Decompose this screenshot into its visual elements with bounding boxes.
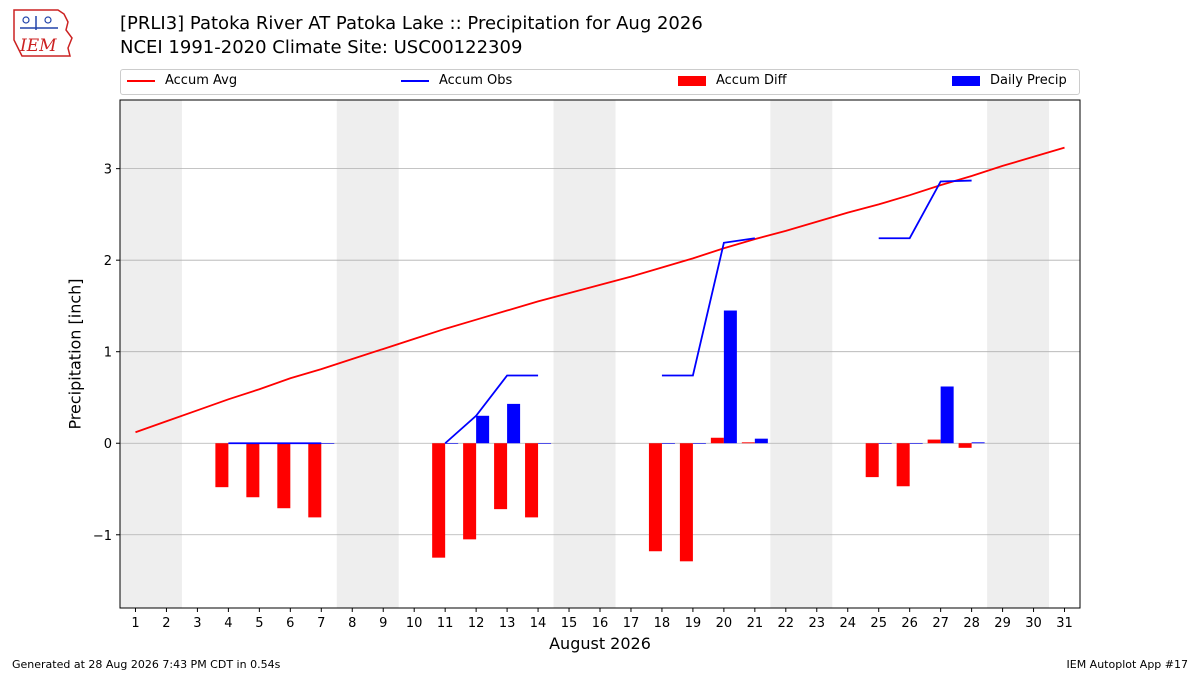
weekend-shade xyxy=(987,100,1050,608)
x-axis-label: August 2026 xyxy=(549,634,651,653)
x-tick-label: 12 xyxy=(468,616,485,631)
x-tick-label: 24 xyxy=(839,616,856,631)
plot-frame xyxy=(119,99,1081,609)
accum-diff-bar xyxy=(679,443,693,562)
x-tick-label: 3 xyxy=(193,616,201,631)
accum-obs-line xyxy=(444,374,539,444)
x-tick-label: 10 xyxy=(406,616,423,631)
x-tick-label: 13 xyxy=(499,616,516,631)
daily-precip-bar xyxy=(507,403,521,444)
legend-label-daily-precip: Daily Precip xyxy=(990,73,1067,88)
legend-swatch-daily-precip xyxy=(952,75,980,86)
chart-legend: Accum Avg Accum Obs Accum Diff Daily Pre… xyxy=(120,69,1080,95)
x-tick-label: 15 xyxy=(561,616,578,631)
accum-diff-bar xyxy=(463,443,477,540)
x-tick-label: 28 xyxy=(963,616,980,631)
x-tick-label: 30 xyxy=(1025,616,1042,631)
legend-item-accum-diff: Accum Diff xyxy=(678,73,787,88)
iem-logo: IEM xyxy=(13,9,73,57)
x-tick-label: 4 xyxy=(224,616,232,631)
y-tick-label: 1 xyxy=(104,346,112,361)
x-tick-label: 27 xyxy=(932,616,949,631)
legend-swatch-accum-obs xyxy=(401,79,429,82)
accum-avg-line xyxy=(135,146,1065,434)
daily-precip-bar xyxy=(476,415,490,444)
x-tick-label: 16 xyxy=(592,616,609,631)
accum-diff-bar xyxy=(710,437,724,444)
daily-precip-bar xyxy=(909,443,923,444)
accum-diff-bar xyxy=(958,443,972,448)
x-tick-label: 23 xyxy=(809,616,826,631)
y-tick-label: 3 xyxy=(104,163,112,178)
y-tick-label: 2 xyxy=(104,254,112,269)
legend-item-accum-avg: Accum Avg xyxy=(127,73,237,88)
x-tick-label: 7 xyxy=(317,616,325,631)
legend-label-accum-diff: Accum Diff xyxy=(716,73,787,88)
x-tick-label: 6 xyxy=(286,616,294,631)
daily-precip-bar xyxy=(445,443,459,444)
footer-generated-text: Generated at 28 Aug 2026 7:43 PM CDT in … xyxy=(12,658,281,671)
x-tick-label: 20 xyxy=(716,616,733,631)
accum-diff-bar xyxy=(494,443,508,510)
y-axis-label: Precipitation [inch] xyxy=(65,278,85,430)
legend-item-daily-precip: Daily Precip xyxy=(952,73,1067,88)
daily-precip-bar xyxy=(692,443,706,444)
x-tick-label: 19 xyxy=(685,616,702,631)
daily-precip-bar xyxy=(940,386,954,444)
y-tick-label: 0 xyxy=(104,437,112,452)
chart-title: [PRLI3] Patoka River AT Patoka Lake :: P… xyxy=(120,13,703,34)
x-tick-label: 17 xyxy=(623,616,640,631)
x-tick-label: 14 xyxy=(530,616,547,631)
accum-obs-line xyxy=(661,237,755,377)
accum-diff-bar xyxy=(246,443,260,498)
accum-diff-bar xyxy=(927,439,941,444)
daily-precip-bar xyxy=(878,443,892,444)
accum-diff-bar xyxy=(432,443,446,558)
chart-subtitle: NCEI 1991-2020 Climate Site: USC00122309 xyxy=(120,37,523,58)
daily-precip-bar xyxy=(321,443,335,444)
daily-precip-bar xyxy=(971,442,985,444)
x-tick-label: 25 xyxy=(870,616,887,631)
x-tick-label: 1 xyxy=(131,616,139,631)
accum-diff-bar xyxy=(648,443,662,552)
x-tick-label: 8 xyxy=(348,616,356,631)
legend-swatch-accum-avg xyxy=(127,79,155,82)
weekend-shade xyxy=(120,100,182,608)
accum-diff-bar xyxy=(896,443,910,487)
weekend-shade xyxy=(770,100,833,608)
x-tick-label: 9 xyxy=(379,616,387,631)
accum-diff-bar xyxy=(525,443,539,518)
legend-label-accum-avg: Accum Avg xyxy=(165,73,238,88)
accum-diff-bar xyxy=(308,443,322,518)
daily-precip-bar xyxy=(754,438,768,444)
daily-precip-bar xyxy=(723,310,737,444)
weekend-shade xyxy=(553,100,616,608)
x-tick-label: 18 xyxy=(654,616,671,631)
x-tick-label: 21 xyxy=(747,616,764,631)
svg-text:IEM: IEM xyxy=(19,36,57,56)
x-tick-label: 26 xyxy=(901,616,918,631)
x-tick-label: 11 xyxy=(437,616,454,631)
legend-label-accum-obs: Accum Obs xyxy=(439,73,513,88)
x-tick-label: 29 xyxy=(994,616,1011,631)
accum-obs-line xyxy=(878,179,972,240)
x-tick-label: 31 xyxy=(1056,616,1073,631)
accum-diff-bar xyxy=(865,443,879,478)
daily-precip-bar xyxy=(538,443,552,444)
legend-item-accum-obs: Accum Obs xyxy=(401,73,512,88)
accum-diff-bar xyxy=(215,443,229,488)
x-tick-label: 5 xyxy=(255,616,263,631)
x-tick-label: 22 xyxy=(778,616,795,631)
daily-precip-bar xyxy=(661,443,675,444)
x-tick-label: 2 xyxy=(162,616,170,631)
footer-app-text: IEM Autoplot App #17 xyxy=(1066,658,1189,671)
accum-diff-bar xyxy=(741,442,755,444)
y-tick-label: −1 xyxy=(93,529,112,544)
accum-diff-bar xyxy=(277,443,291,509)
legend-swatch-accum-diff xyxy=(678,75,706,86)
